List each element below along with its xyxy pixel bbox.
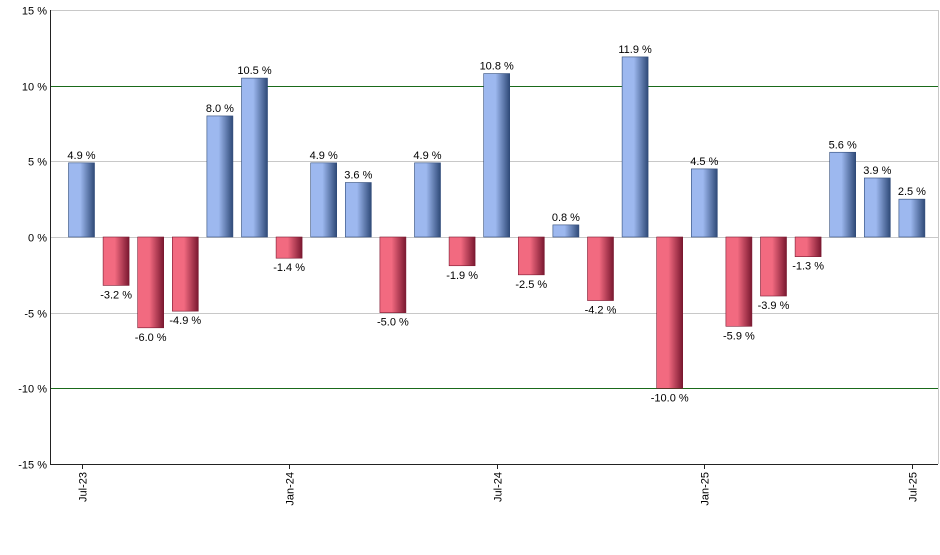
bar bbox=[310, 162, 338, 238]
bar bbox=[344, 182, 372, 238]
x-tick-labels: Jul-23 Jan-24 Jul-24 Jan-25 Jul-25 bbox=[78, 464, 920, 506]
bar bbox=[829, 151, 857, 238]
bar bbox=[587, 236, 614, 301]
data-label: -5.0 % bbox=[377, 317, 409, 329]
bar bbox=[863, 177, 891, 238]
bar bbox=[448, 236, 476, 267]
y-tick-label: -10 % bbox=[18, 384, 47, 396]
x-tick-label: Jul-23 bbox=[78, 472, 90, 502]
data-label: -3.9 % bbox=[758, 300, 790, 312]
bar bbox=[172, 236, 199, 312]
x-tick-label: Jul-25 bbox=[908, 472, 920, 502]
data-label: -6.0 % bbox=[135, 332, 167, 344]
axes bbox=[50, 10, 939, 465]
data-label: 4.9 % bbox=[67, 150, 95, 162]
x-tick-label: Jul-24 bbox=[493, 472, 505, 502]
bar bbox=[621, 56, 649, 238]
data-label: 10.8 % bbox=[480, 61, 514, 73]
bar bbox=[760, 236, 787, 297]
data-label: 0.8 % bbox=[552, 212, 580, 224]
data-label: 2.5 % bbox=[898, 186, 926, 198]
data-label: 10.5 % bbox=[237, 65, 271, 77]
bar bbox=[137, 236, 164, 329]
data-label: 5.6 % bbox=[829, 139, 857, 151]
bar bbox=[898, 198, 926, 238]
data-label: -1.9 % bbox=[446, 270, 478, 282]
data-label: -3.2 % bbox=[100, 289, 132, 301]
bar bbox=[552, 224, 580, 238]
bar bbox=[725, 236, 753, 327]
data-label: -5.9 % bbox=[723, 330, 755, 342]
y-tick-labels: 15 % 10 % 5 % 0 % -5 % -10 % -15 % bbox=[18, 6, 47, 472]
bars bbox=[68, 56, 926, 389]
bar bbox=[690, 168, 718, 238]
x-tick-label: Jan-24 bbox=[285, 472, 297, 506]
bar bbox=[102, 236, 130, 286]
data-label: 11.9 % bbox=[618, 44, 652, 56]
data-label: 4.9 % bbox=[310, 150, 338, 162]
bar bbox=[414, 162, 441, 238]
data-label: -4.2 % bbox=[585, 305, 617, 317]
y-tick-label: -5 % bbox=[24, 309, 47, 321]
bar bbox=[68, 162, 95, 238]
data-label: -2.5 % bbox=[515, 279, 547, 291]
data-label: 4.5 % bbox=[690, 156, 718, 168]
data-label: 4.9 % bbox=[413, 150, 441, 162]
bar bbox=[656, 236, 684, 389]
data-label: -10.0 % bbox=[651, 392, 689, 404]
data-label: -4.9 % bbox=[169, 315, 201, 327]
y-tick-label: 5 % bbox=[28, 157, 47, 169]
bar bbox=[241, 77, 268, 238]
data-label: 3.9 % bbox=[863, 165, 891, 177]
bar bbox=[517, 236, 545, 276]
y-tick-label: 10 % bbox=[22, 82, 47, 94]
bar bbox=[483, 73, 511, 238]
y-tick-label: -15 % bbox=[18, 460, 47, 472]
data-labels: 4.9 % -3.2 % -6.0 %-4.9 % 8.0 % 10.5 % -1.4 %… bbox=[67, 44, 926, 404]
data-label: 3.6 % bbox=[344, 170, 372, 182]
bar bbox=[206, 115, 234, 238]
data-label: -1.3 % bbox=[792, 261, 824, 273]
bar bbox=[794, 236, 822, 257]
data-label: 8.0 % bbox=[206, 103, 234, 115]
y-tick-label: 0 % bbox=[28, 233, 47, 245]
y-tick-label: 15 % bbox=[22, 6, 47, 18]
bar bbox=[379, 236, 407, 313]
bar bbox=[275, 236, 303, 259]
x-tick-label: Jan-25 bbox=[700, 472, 712, 506]
data-label: -1.4 % bbox=[273, 262, 305, 274]
